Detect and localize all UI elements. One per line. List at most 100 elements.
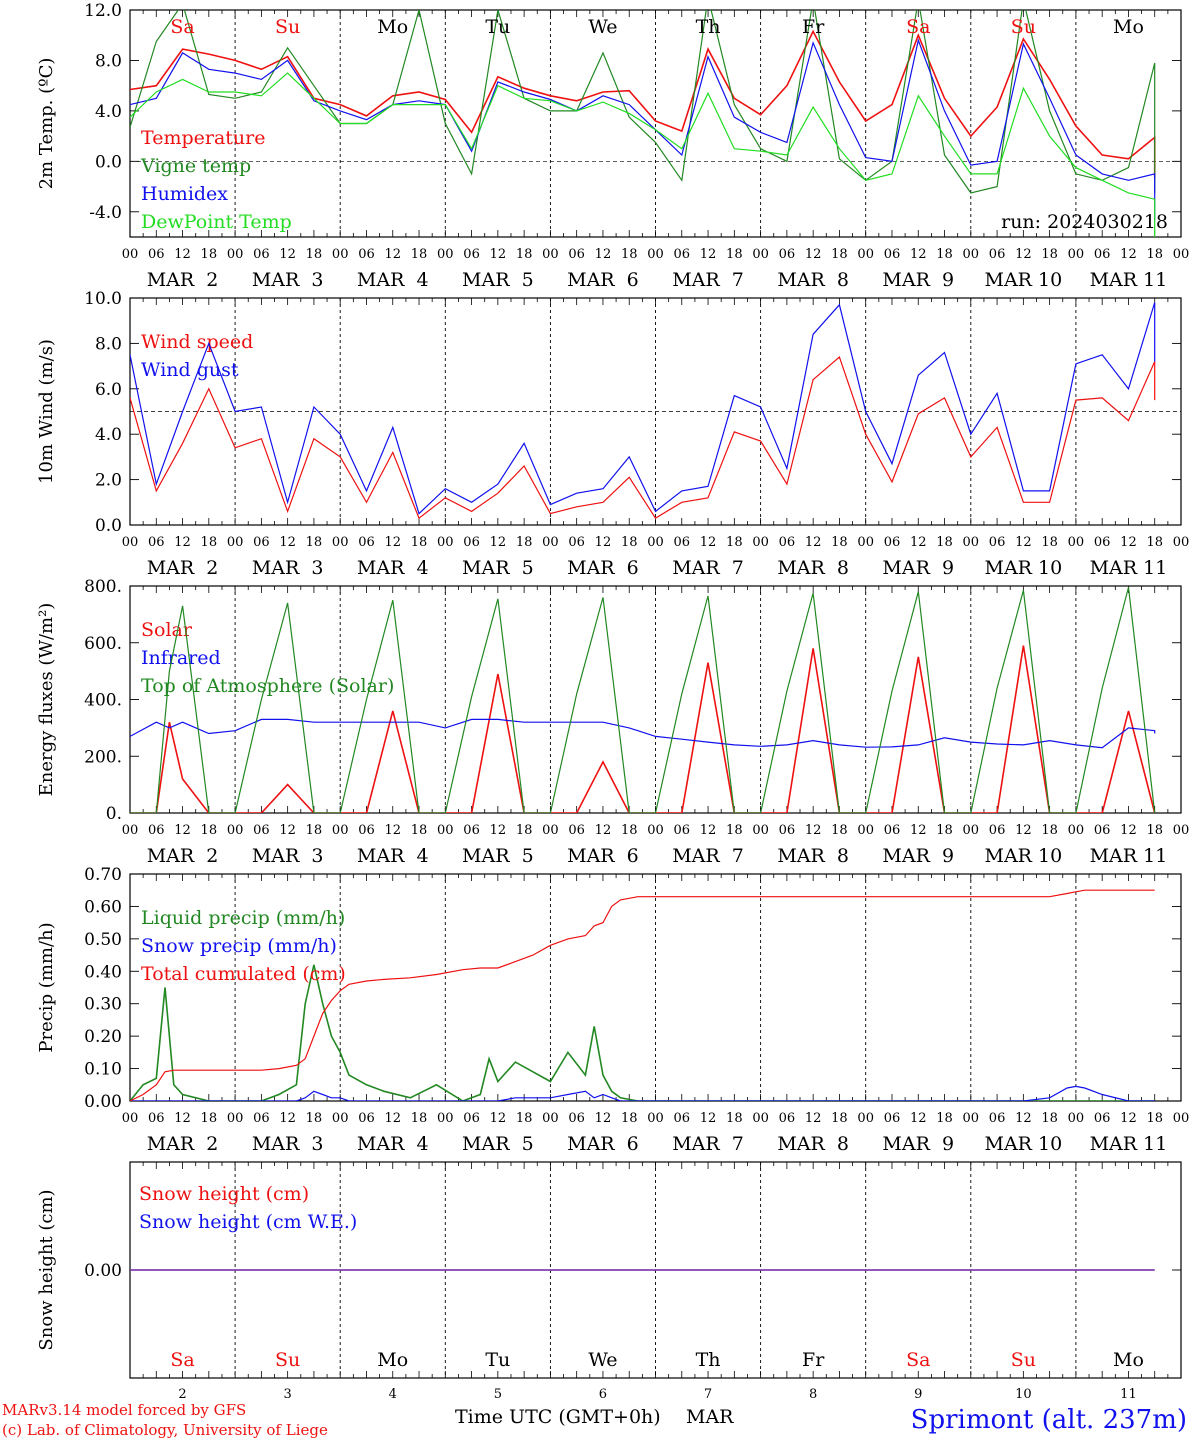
y-tick-label: 12.0 [84,1,122,21]
x-date-label: MAR 10 [984,845,1062,867]
day-number: 7 [704,1387,712,1402]
x-hour-label: 06 [253,1111,270,1126]
weekday-label: Th [696,1349,721,1371]
x-hour-label: 00 [332,535,349,550]
x-hour-label: 06 [779,247,796,262]
x-hour-label: 12 [700,247,717,262]
panel-4: 0.00 0.10 0.20 0.30 0.40 0.50 0.60 0.70 Precip (… [36,865,1189,1155]
x-hour-label: 12 [700,823,717,838]
x-date-label: MAR 3 [252,557,324,579]
x-hour-label: 12 [174,823,191,838]
x-date-label: MAR 4 [357,845,429,867]
x-date-label: MAR 5 [462,557,534,579]
y-tick-label: 0.0 [95,516,122,536]
run-label: run: 2024030218 [1001,211,1168,233]
x-hour-label: 00 [542,823,559,838]
series-line [130,355,1156,520]
series-line [130,1085,1155,1101]
y-tick-label: 0.00 [84,1261,122,1281]
x-hour-label: 18 [831,1111,848,1126]
day-number: 8 [809,1387,817,1402]
legend-entry: Snow height (cm W.E.) [139,1211,357,1233]
x-hour-label: 12 [279,535,296,550]
day-number: 9 [914,1387,922,1402]
x-hour-label: 00 [857,247,874,262]
x-hour-label: 00 [332,1111,349,1126]
x-hour-label: 12 [1015,823,1032,838]
x-hour-label: 18 [726,1111,743,1126]
x-hour-label: 00 [542,247,559,262]
y-axis-label: Precip (mm/h) [36,922,57,1052]
weekday-label: We [588,1349,617,1371]
x-hour-label: 12 [1120,1111,1137,1126]
x-date-label: MAR 3 [252,845,324,867]
x-date-label: MAR 9 [882,557,954,579]
x-hour-label: 18 [411,247,428,262]
x-date-label: MAR 6 [567,845,639,867]
y-tick-label: 6.0 [95,380,122,400]
x-hour-label: 18 [1041,247,1058,262]
weekday-label: Tu [485,16,510,38]
x-date-label: MAR 3 [252,269,324,291]
series-line [130,72,1156,237]
x-hour-label: 06 [674,247,691,262]
x-hour-label: 06 [989,823,1006,838]
y-tick-label: 4.0 [95,425,122,445]
x-date-label: MAR 8 [777,845,849,867]
x-hour-label: 18 [411,823,428,838]
y-axis-label: Energy fluxes (W/m²) [36,603,57,797]
x-date-label: MAR 8 [777,1133,849,1155]
x-hour-label: 06 [358,535,375,550]
x-hour-label: 18 [621,823,638,838]
x-hour-label: 00 [122,535,139,550]
series-line [130,964,1155,1101]
x-hour-label: 18 [306,535,323,550]
x-hour-label: 12 [1015,535,1032,550]
legend-entry: Snow precip (mm/h) [141,935,337,957]
x-hour-label: 18 [936,823,953,838]
x-hour-label: 06 [568,535,585,550]
x-hour-label: 18 [411,1111,428,1126]
x-hour-label: 06 [1094,535,1111,550]
legend-entry: Wind gust [141,359,239,381]
y-tick-label: 8.0 [95,334,122,354]
day-number: 2 [178,1387,186,1402]
x-date-label: MAR 10 [984,1133,1062,1155]
weekday-label: We [588,16,617,38]
x-hour-label: 18 [1041,535,1058,550]
weekday-label: Sa [170,16,194,38]
x-date-label: MAR 5 [462,1133,534,1155]
weekday-label: Mo [1113,1349,1144,1371]
x-hour-label: 00 [1068,823,1085,838]
x-hour-label: 06 [568,823,585,838]
panel-5: 0.00 Snow height (cm) Snow height (cm) Snow… [36,1161,1182,1402]
x-hour-label: 00 [752,247,769,262]
x-hour-label: 12 [805,823,822,838]
x-hour-label: 00 [963,1111,980,1126]
x-hour-label: 06 [674,535,691,550]
x-date-label: MAR 5 [462,845,534,867]
x-hour-label: 12 [490,535,507,550]
station-name: Sprimont (alt. 237m) [911,1405,1187,1435]
x-hour-label: 06 [358,247,375,262]
legend-entry: Top of Atmosphere (Solar) [141,675,394,697]
x-hour-label: 00 [647,823,664,838]
x-hour-label: 18 [831,823,848,838]
y-tick-label: -4.0 [89,203,122,223]
x-hour-label: 12 [700,1111,717,1126]
x-hour-label: 12 [174,1111,191,1126]
x-date-label: MAR 6 [567,1133,639,1155]
x-hour-label: 00 [437,247,454,262]
x-hour-label: 12 [1015,247,1032,262]
x-hour-label: 00 [752,1111,769,1126]
series-line [130,718,1156,749]
x-hour-label: 12 [384,1111,401,1126]
y-tick-label: 800. [84,577,122,597]
x-hour-label: 12 [490,823,507,838]
y-tick-label: 0.70 [84,865,122,885]
x-hour-label: 18 [726,823,743,838]
x-date-label: MAR 7 [672,845,744,867]
legend-entry: Vigne temp [140,155,251,177]
x-hour-label: 12 [490,247,507,262]
x-hour-label: 06 [148,247,165,262]
